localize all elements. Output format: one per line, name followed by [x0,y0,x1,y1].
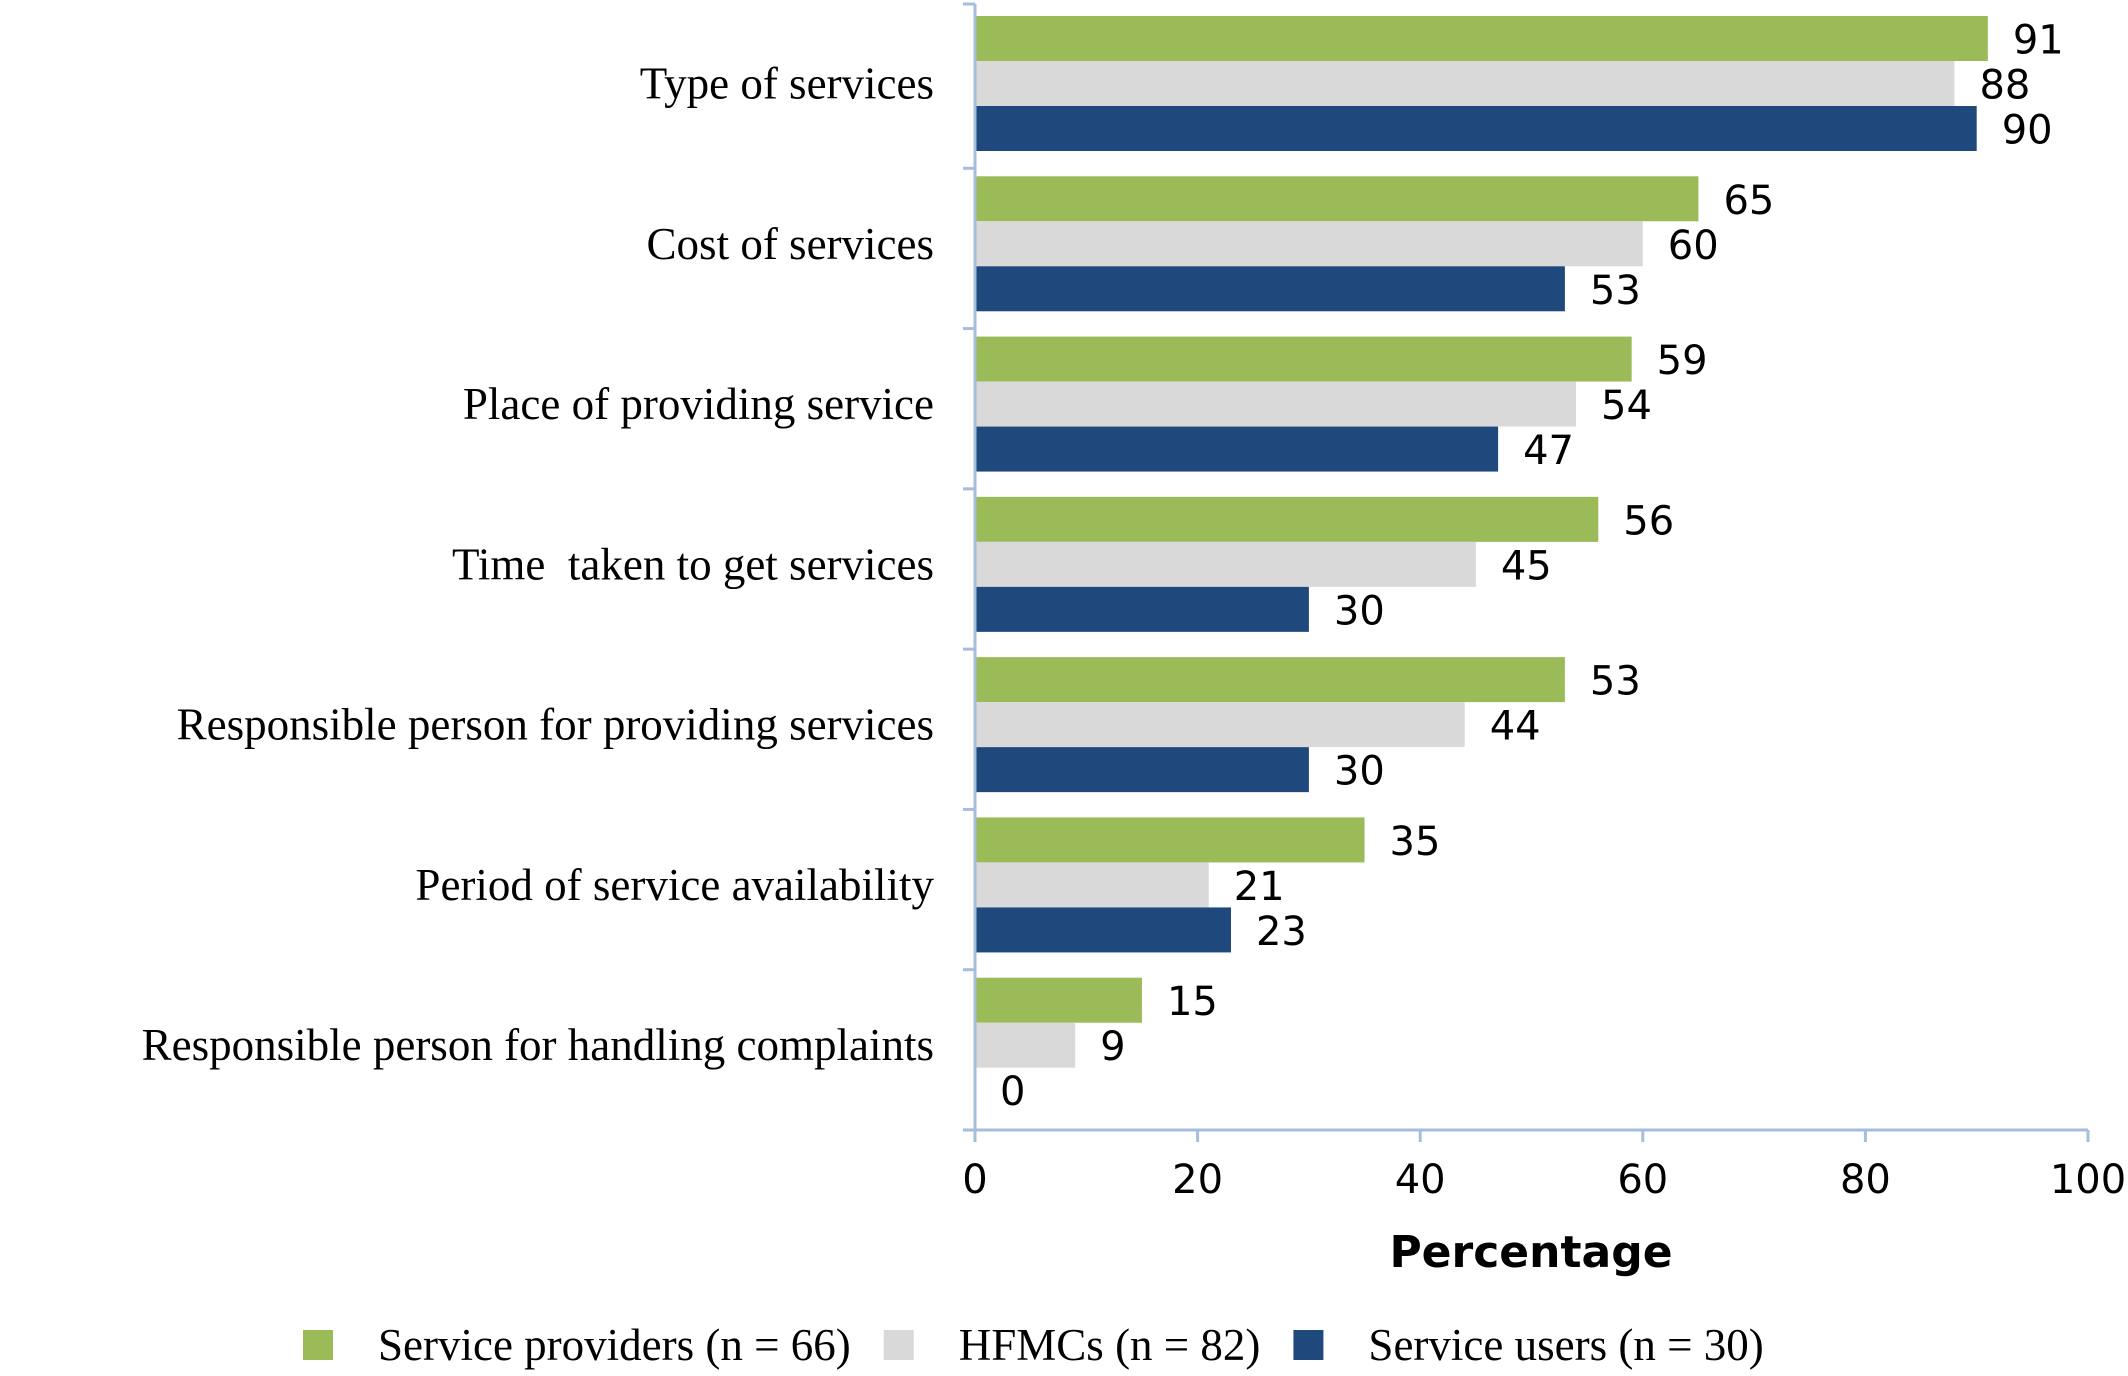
data-label: 90 [2002,108,2053,154]
legend-swatch [303,1330,333,1360]
data-label: 47 [1523,428,1574,474]
bars [975,16,1988,1068]
axes [963,2,2090,1142]
data-label: 56 [1623,498,1674,544]
bar [975,176,1699,222]
legend: Service providers (n = 66) HFMCs (n = 82)… [303,1320,1764,1370]
data-label: 21 [1234,864,1285,910]
legend-swatch [1293,1330,1324,1360]
data-label: 60 [1668,223,1719,269]
category-label: Responsible person for providing service… [177,700,934,750]
category-label: Place of providing service [463,379,934,429]
category-label: Type of services [640,59,934,109]
x-tick-label: 0 [962,1157,987,1203]
data-label: 91 [2013,18,2064,64]
data-label: 35 [1390,819,1441,865]
data-label: 45 [1501,543,1552,589]
x-tick-label: 40 [1395,1157,1446,1203]
bar [975,586,1309,632]
data-label: 54 [1601,383,1652,429]
legend-label: Service users (n = 30) [1368,1320,1763,1370]
data-label: 23 [1256,909,1307,955]
bar [975,106,1977,151]
bar [975,862,1209,908]
bar [975,977,1142,1023]
category-label: Time taken to get services [452,539,934,589]
legend-swatch [883,1330,914,1360]
x-tick-label: 100 [2050,1157,2126,1203]
data-label: 59 [1657,338,1708,384]
bar [975,541,1476,587]
bar [975,1022,1076,1068]
x-tick-label: 80 [1840,1157,1891,1203]
bar [975,817,1365,863]
data-label: 53 [1590,659,1641,705]
bar [975,266,1565,312]
x-tick-label: 60 [1617,1157,1668,1203]
bar [975,907,1231,953]
data-label: 30 [1334,588,1385,634]
data-label: 44 [1490,704,1541,750]
bar [975,496,1599,542]
x-axis-title: Percentage [1389,1227,1672,1278]
data-label: 65 [1723,178,1774,224]
bar [975,336,1632,382]
x-tick-label: 20 [1172,1157,1223,1203]
bar [975,16,1988,61]
category-labels: Type of services Cost of services Place of… [142,59,935,1071]
data-label: 15 [1167,979,1218,1025]
legend-label: Service providers (n = 66) [378,1320,851,1370]
data-label: 30 [1334,749,1385,795]
bar [975,657,1565,703]
category-label: Period of service availability [415,860,934,910]
bar [975,702,1465,748]
category-label: Responsible person for handling complain… [142,1020,934,1070]
bar [975,61,1955,106]
data-label: 0 [1000,1069,1025,1115]
bar [975,221,1643,267]
data-label: 9 [1100,1024,1125,1070]
legend-label: HFMCs (n = 82) [959,1320,1261,1370]
tick-labels: 0 20 40 60 80 100 [962,1157,2126,1203]
bar [975,381,1577,427]
bar [975,426,1499,472]
data-label: 88 [1979,63,2030,109]
data-label: 53 [1590,268,1641,314]
bar [975,747,1309,793]
category-label: Cost of services [647,219,934,269]
